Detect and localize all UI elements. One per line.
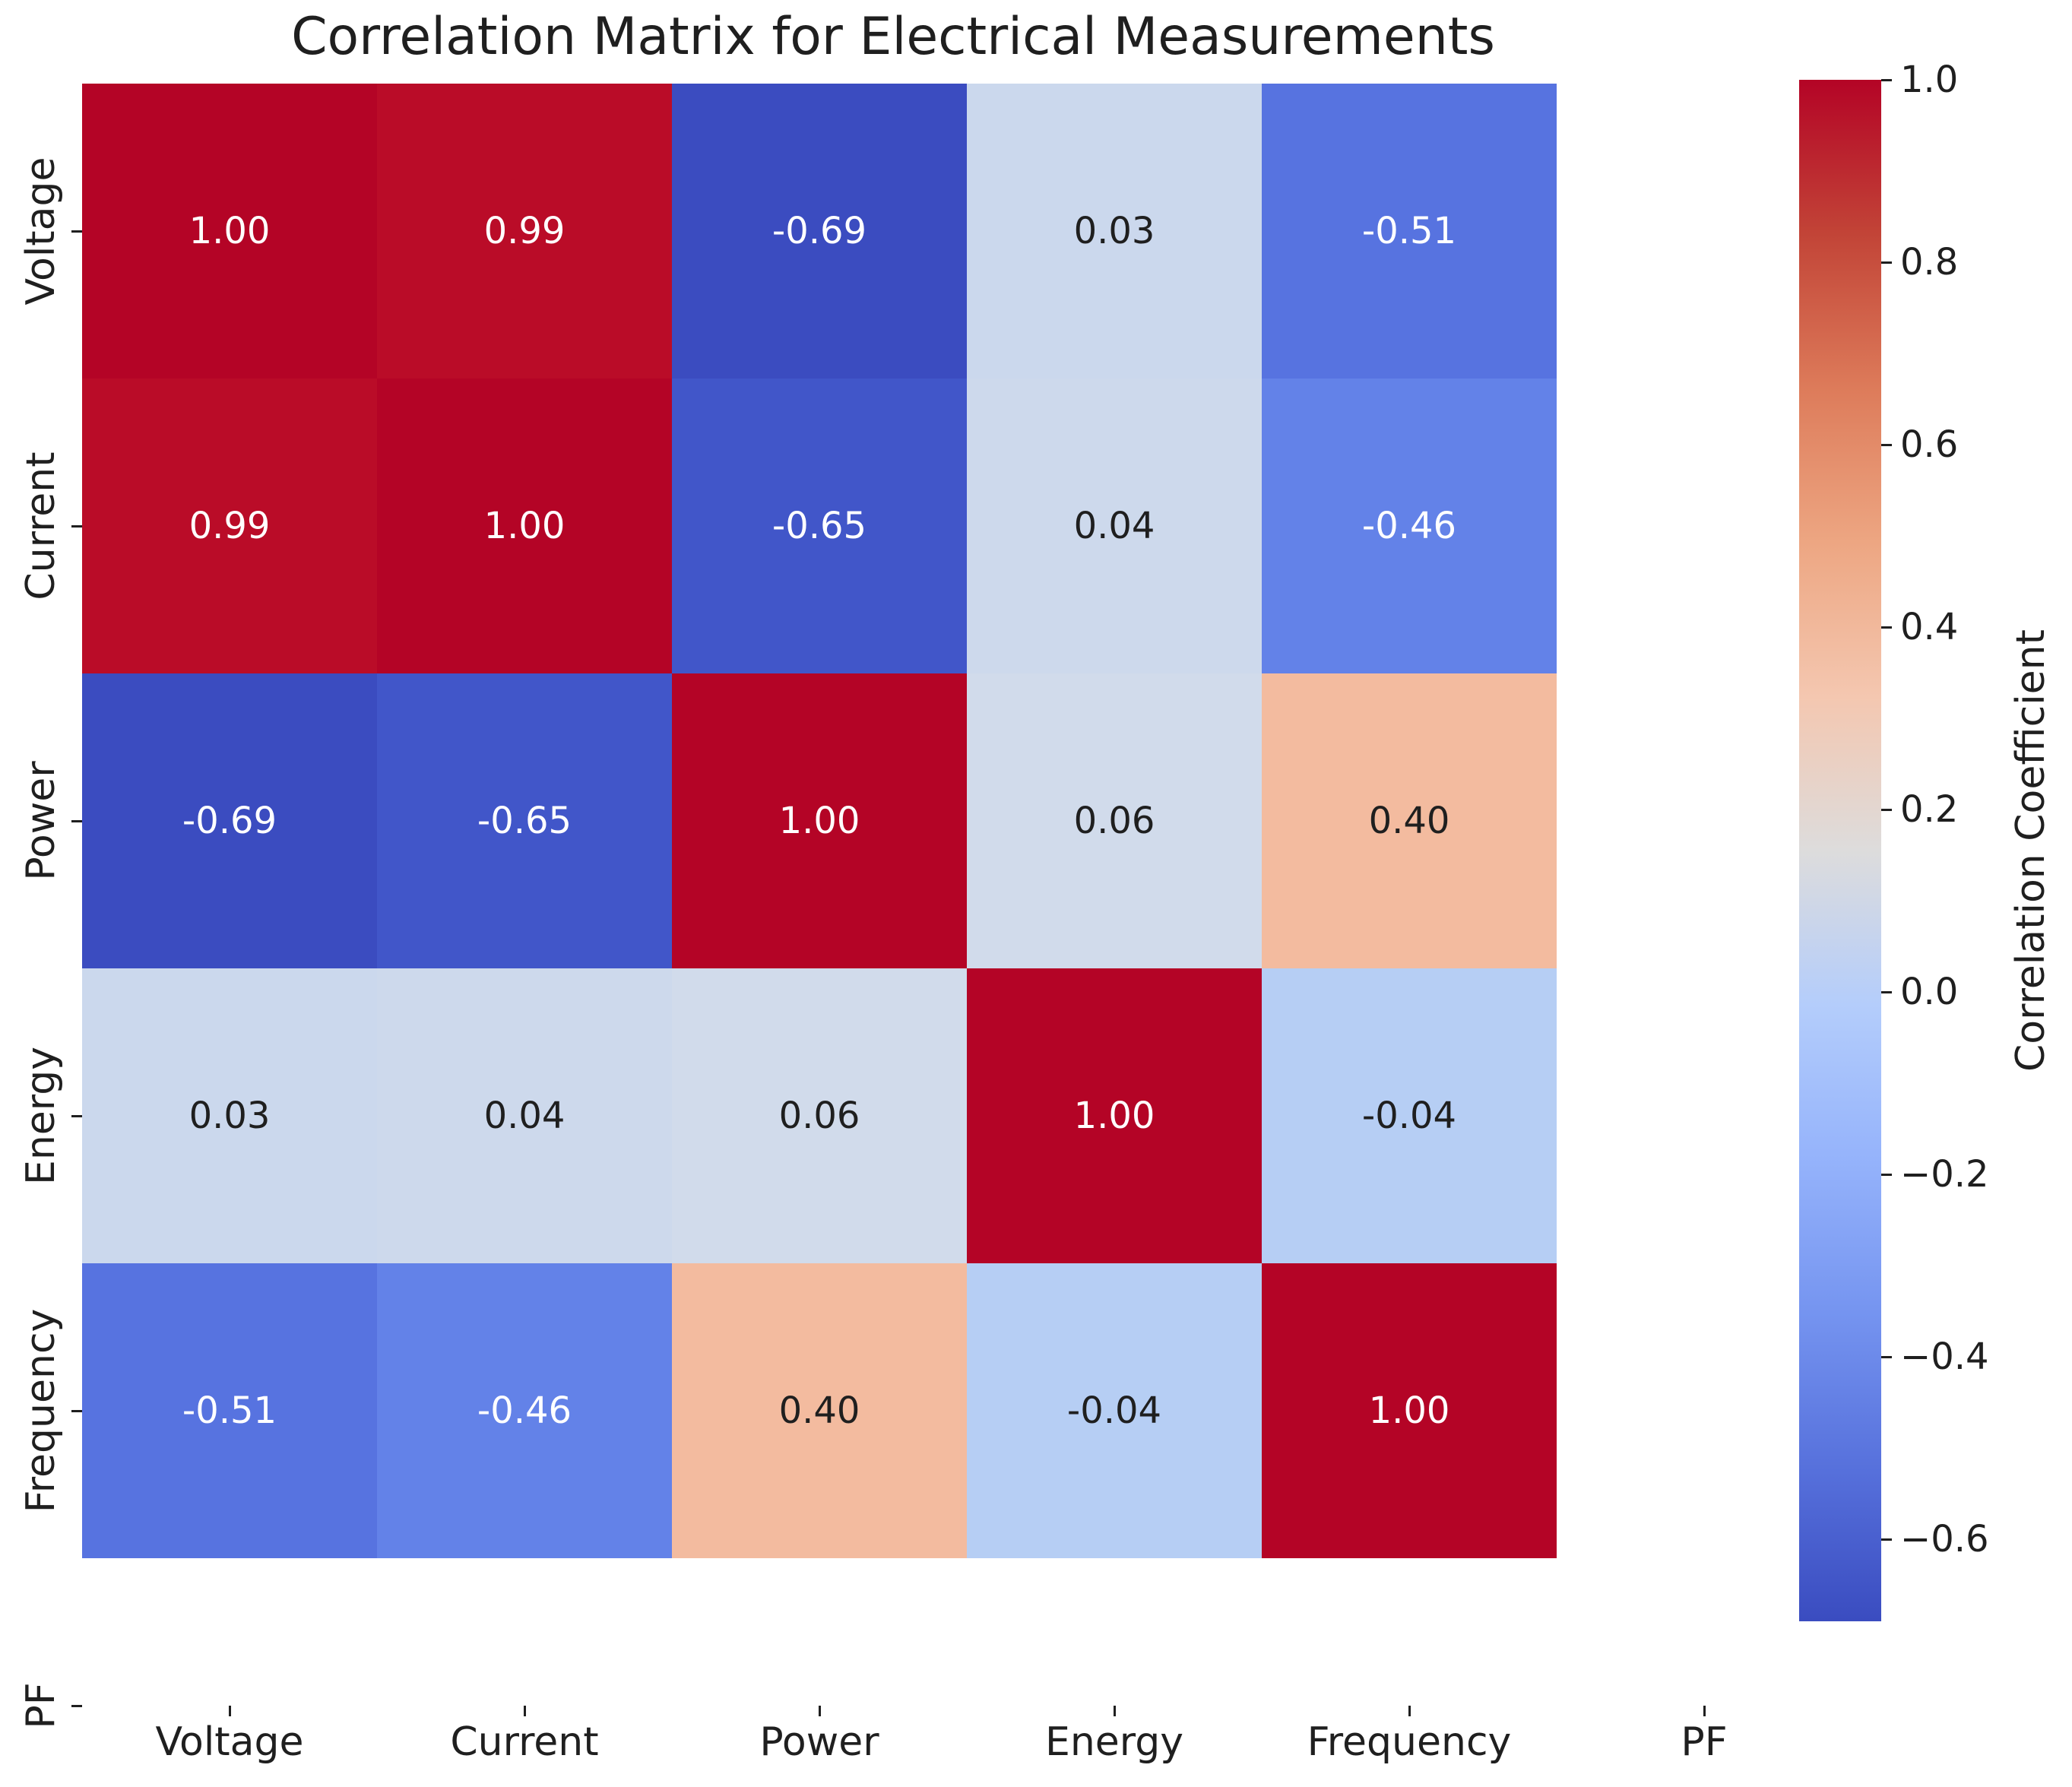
colorbar-tick-label: −0.2 [1900,1153,1989,1196]
heatmap-cell: 0.40 [1262,673,1557,968]
colorbar-tick [1881,261,1892,264]
heatmap-cell: -0.51 [82,1263,377,1558]
heatmap-cell: 1.00 [1262,1263,1557,1558]
heatmap-cell: 0.03 [82,968,377,1263]
heatmap-cell: 0.40 [672,1263,967,1558]
x-axis-tick [523,1706,526,1716]
heatmap-cell: 0.04 [377,968,672,1263]
heatmap-cell: 1.00 [967,968,1262,1263]
y-axis-tick [71,230,82,233]
x-axis-tick [1408,1706,1411,1716]
y-axis-tick [71,1114,82,1117]
cell-value: 0.03 [1073,210,1155,252]
y-axis-tick [71,819,82,822]
cell-value: -0.65 [477,800,572,842]
cell-value: 0.99 [483,210,566,252]
x-tick-label-current: Current [450,1719,599,1765]
heatmap-cell: 1.00 [82,84,377,379]
colorbar [1799,80,1881,1621]
y-axis-tick [71,1704,82,1707]
colorbar-tick [1881,1355,1892,1358]
colorbar-tick [1881,1173,1892,1176]
x-axis-tick [818,1706,821,1716]
heatmap-cell: -0.65 [377,673,672,968]
cell-value: 0.04 [1073,505,1155,547]
colorbar-tick [1881,78,1892,81]
cell-value: 0.03 [189,1095,271,1137]
colorbar-tick-label: −0.4 [1900,1335,1989,1378]
heatmap-cell: -0.69 [672,84,967,379]
x-tick-label-voltage: Voltage [155,1719,304,1765]
colorbar-label: Correlation Coefficient [2008,629,2054,1073]
heatmap-cell: -0.04 [967,1263,1262,1558]
heatmap-cell: 0.06 [967,673,1262,968]
heatmap-cell: 0.04 [967,379,1262,673]
y-tick-label-voltage: Voltage [18,157,64,306]
colorbar-tick-label: 0.4 [1900,606,1959,648]
cell-value: 0.06 [778,1095,860,1137]
heatmap-cell: -0.46 [377,1263,672,1558]
cell-value: 1.00 [189,210,271,252]
y-tick-label-energy: Energy [18,1046,64,1186]
x-tick-label-frequency: Frequency [1307,1719,1512,1765]
x-tick-label-pf: PF [1681,1719,1728,1765]
y-tick-label-pf: PF [18,1682,64,1729]
colorbar-tick [1881,808,1892,811]
colorbar-tick-label: −0.6 [1900,1518,1989,1560]
cell-value: -0.51 [182,1389,277,1432]
heatmap-cell: 0.06 [672,968,967,1263]
cell-value: 0.40 [778,1389,860,1432]
heatmap-cell: -0.69 [82,673,377,968]
heatmap-cell: 0.03 [967,84,1262,379]
x-axis-tick [1113,1706,1116,1716]
heatmap-cell: 1.00 [672,673,967,968]
colorbar-tick [1881,443,1892,446]
heatmap-cell: 0.99 [82,379,377,673]
heatmap-cell: 1.00 [377,379,672,673]
cell-value: -0.04 [1361,1095,1457,1137]
cell-value: -0.51 [1361,210,1457,252]
y-axis-tick [71,524,82,528]
x-tick-label-energy: Energy [1044,1719,1184,1765]
chart-title: Correlation Matrix for Electrical Measur… [291,7,1495,67]
cell-value: 1.00 [1073,1095,1155,1137]
cell-value: 0.40 [1368,800,1450,842]
colorbar-tick-label: 0.8 [1900,241,1959,284]
colorbar-tick [1881,990,1892,993]
cell-value: 0.99 [189,505,271,547]
colorbar-tick [1881,626,1892,629]
colorbar-tick [1881,1538,1892,1541]
colorbar-tick-label: 0.0 [1900,971,1959,1013]
cell-value: 0.04 [483,1095,566,1137]
cell-value: 1.00 [778,800,860,842]
colorbar-tick-label: 0.2 [1900,788,1959,831]
cell-value: -0.69 [182,800,277,842]
x-axis-tick [1703,1706,1706,1716]
y-tick-label-power: Power [18,761,64,881]
colorbar-tick-label: 1.0 [1900,59,1959,101]
cell-value: 1.00 [483,505,566,547]
heatmap-cell: -0.04 [1262,968,1557,1263]
cell-value: -0.46 [1361,505,1457,547]
cell-value: 0.06 [1073,800,1155,842]
heatmap-cell: -0.46 [1262,379,1557,673]
x-tick-label-power: Power [759,1719,879,1765]
cell-value: -0.04 [1066,1389,1162,1432]
y-tick-label-frequency: Frequency [18,1308,64,1513]
cell-value: -0.65 [771,505,867,547]
y-axis-tick [71,1409,82,1412]
heatmap-cell: 0.99 [377,84,672,379]
cell-value: 1.00 [1368,1389,1450,1432]
cell-value: -0.69 [771,210,867,252]
heatmap-cell: -0.65 [672,379,967,673]
heatmap-cell: -0.51 [1262,84,1557,379]
cell-value: -0.46 [477,1389,572,1432]
x-axis-tick [228,1706,231,1716]
y-tick-label-current: Current [18,452,64,600]
colorbar-tick-label: 0.6 [1900,423,1959,466]
